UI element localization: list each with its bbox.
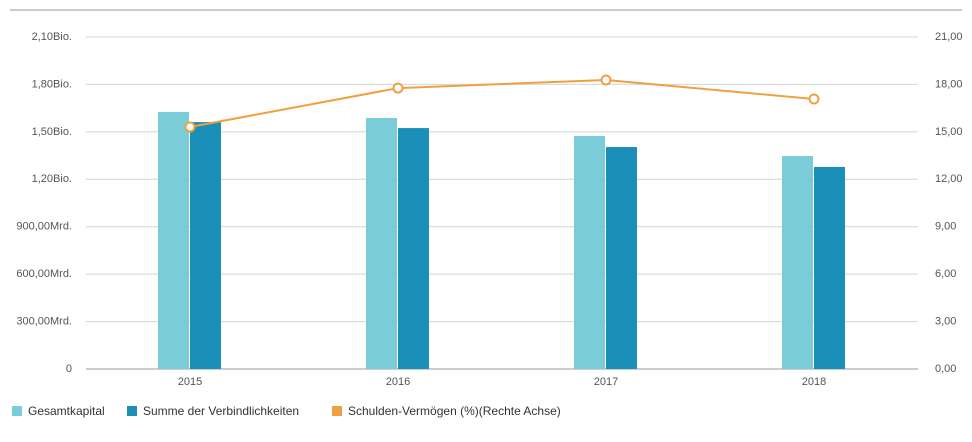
y-tick-label: 2,10Bio.: [32, 31, 72, 43]
line: [189, 79, 815, 128]
bar: [366, 117, 397, 369]
line-point: [184, 121, 196, 133]
x-tick-label: 2016: [386, 376, 410, 388]
x-tick-label: 2017: [594, 376, 618, 388]
legend-swatch: [127, 406, 137, 416]
y-tick-label: 900,00Mrd.: [16, 221, 72, 233]
bar: [606, 147, 637, 369]
legend-label: Schulden-Vermögen (%)(Rechte Achse): [348, 404, 561, 418]
y2-tick-label: 18,00: [935, 78, 963, 90]
y2-tick-label: 6,00: [935, 268, 956, 280]
y-tick-label: 0: [66, 363, 72, 375]
y2-tick-label: 12,00: [935, 173, 963, 185]
y2-tick-label: 9,00: [935, 221, 956, 233]
legend-label: Gesamtkapital: [28, 404, 105, 418]
legend-label: Summe der Verbindlichkeiten: [143, 404, 299, 418]
y-tick-label: 300,00Mrd.: [16, 315, 72, 327]
bar: [190, 122, 221, 369]
y2-tick-label: 15,00: [935, 126, 963, 138]
line-point: [600, 74, 612, 86]
y2-tick-label: 3,00: [935, 315, 956, 327]
bar: [158, 111, 189, 370]
line-point: [808, 93, 820, 105]
line-point: [392, 82, 404, 94]
bar: [814, 166, 845, 369]
bar: [574, 135, 605, 369]
bar: [398, 128, 429, 369]
x-tick-label: 2015: [178, 376, 202, 388]
legend-swatch: [12, 406, 22, 416]
x-tick-label: 2018: [802, 376, 826, 388]
y2-tick-label: 21,00: [935, 31, 963, 43]
legend-swatch: [332, 406, 342, 416]
y-tick-label: 1,50Bio.: [32, 126, 72, 138]
y-tick-label: 1,20Bio.: [32, 173, 72, 185]
bar: [782, 156, 813, 369]
y-tick-label: 1,80Bio.: [32, 78, 72, 90]
y2-tick-label: 0,00: [935, 363, 956, 375]
y-tick-label: 600,00Mrd.: [16, 268, 72, 280]
